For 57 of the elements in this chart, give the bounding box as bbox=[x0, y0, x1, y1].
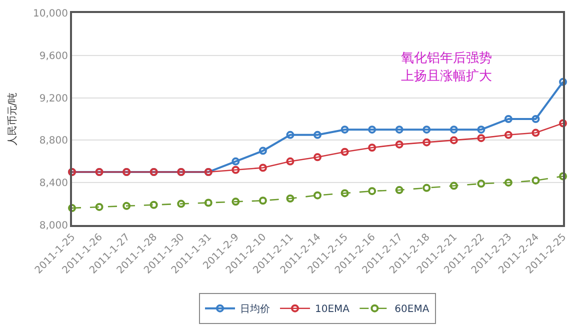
point bbox=[314, 130, 322, 139]
point bbox=[286, 130, 294, 139]
point bbox=[395, 186, 404, 194]
point bbox=[422, 138, 431, 146]
point bbox=[150, 200, 158, 209]
y-tick-label: 9,200 bbox=[39, 93, 68, 104]
point bbox=[95, 202, 104, 211]
point bbox=[477, 126, 486, 134]
point bbox=[232, 166, 240, 174]
point bbox=[258, 164, 267, 172]
point bbox=[532, 128, 540, 137]
point bbox=[450, 136, 458, 144]
point bbox=[559, 119, 567, 128]
y-axis-title: 人民币元/吨 bbox=[6, 92, 18, 146]
point bbox=[368, 187, 376, 196]
point bbox=[340, 126, 349, 134]
legend-label: 10EMA bbox=[315, 304, 350, 316]
point bbox=[477, 134, 486, 142]
point bbox=[504, 130, 512, 139]
point bbox=[340, 189, 349, 198]
y-tick-label: 8,000 bbox=[39, 220, 68, 232]
point bbox=[504, 115, 512, 123]
point bbox=[559, 172, 567, 180]
point bbox=[395, 126, 404, 134]
annotation: 上扬且涨幅扩大 bbox=[401, 69, 492, 84]
point bbox=[286, 194, 294, 202]
point bbox=[340, 148, 349, 156]
point bbox=[395, 140, 404, 148]
point bbox=[422, 184, 431, 192]
y-tick-label: 8,800 bbox=[39, 136, 68, 147]
point bbox=[314, 153, 322, 162]
point bbox=[504, 178, 512, 187]
legend-label: 日均价 bbox=[240, 303, 270, 316]
point bbox=[532, 176, 540, 184]
point bbox=[232, 198, 240, 206]
point bbox=[477, 180, 486, 188]
point bbox=[532, 115, 540, 123]
point bbox=[450, 182, 458, 190]
point bbox=[232, 157, 240, 166]
point bbox=[450, 126, 458, 134]
point bbox=[204, 198, 212, 207]
annotation: 氧化铝年后强势 bbox=[401, 51, 492, 66]
point bbox=[422, 126, 431, 134]
point bbox=[368, 144, 376, 152]
point bbox=[122, 202, 131, 210]
y-tick-label: 8,400 bbox=[39, 178, 68, 190]
point bbox=[177, 200, 186, 208]
y-tick-label: 10,000 bbox=[33, 8, 68, 20]
point bbox=[258, 196, 267, 205]
point bbox=[258, 146, 267, 155]
legend-label: 60EMA bbox=[394, 304, 430, 316]
point bbox=[559, 78, 567, 86]
point bbox=[68, 204, 76, 212]
point bbox=[314, 191, 322, 200]
y-tick-label: 9,600 bbox=[39, 50, 68, 62]
point bbox=[368, 126, 376, 134]
point bbox=[286, 157, 294, 166]
